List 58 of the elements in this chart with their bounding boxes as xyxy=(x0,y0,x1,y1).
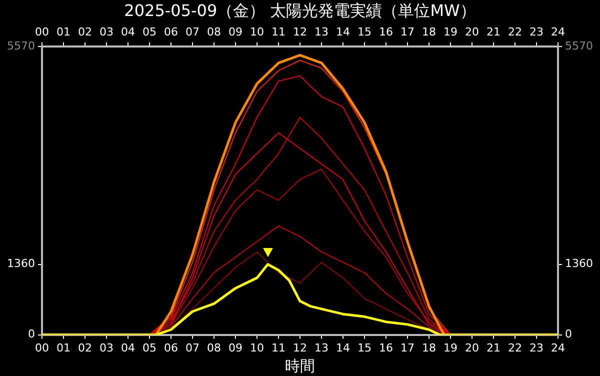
x2-tick-label: 17 xyxy=(400,26,414,39)
x-tick-label: 05 xyxy=(142,341,156,354)
x-tick-label: 01 xyxy=(56,341,70,354)
x2-tick-label: 14 xyxy=(336,26,350,39)
x2-tick-label: 07 xyxy=(186,26,200,39)
x2-tick-label: 22 xyxy=(508,26,522,39)
x2-tick-label: 11 xyxy=(272,26,286,39)
x2-tick-label: 20 xyxy=(465,26,480,39)
x-tick-label: 10 xyxy=(250,341,264,354)
x-tick-label: 08 xyxy=(207,341,221,354)
y-tick-label: 0 xyxy=(28,328,35,341)
x-tick-label: 02 xyxy=(78,341,92,354)
x-tick-label: 00 xyxy=(34,341,49,354)
x-tick-label: 07 xyxy=(186,341,200,354)
x2-tick-label: 02 xyxy=(78,26,92,39)
x2-tick-label: 13 xyxy=(314,26,328,39)
x-tick-label: 15 xyxy=(358,341,372,354)
x-tick-label: 17 xyxy=(400,341,414,354)
x2-tick-label: 03 xyxy=(99,26,114,39)
x2-tick-label: 05 xyxy=(142,26,156,39)
x-tick-label: 04 xyxy=(120,341,135,354)
x2-tick-label: 00 xyxy=(34,26,49,39)
y-tick-label: 5570 xyxy=(6,39,35,52)
x2-tick-label: 04 xyxy=(120,26,135,39)
x2-tick-label: 18 xyxy=(422,26,436,39)
x2-tick-label: 09 xyxy=(228,26,242,39)
x2-tick-label: 19 xyxy=(444,26,458,39)
x2-tick-label: 21 xyxy=(486,26,501,39)
x2-tick-label: 01 xyxy=(56,26,70,39)
x2-tick-label: 10 xyxy=(250,26,264,39)
x2-tick-label: 12 xyxy=(293,26,307,39)
x-tick-label: 24 xyxy=(551,341,566,354)
x-tick-label: 18 xyxy=(422,341,436,354)
x2-tick-label: 24 xyxy=(551,26,566,39)
x-tick-label: 06 xyxy=(164,341,178,354)
x-tick-label: 16 xyxy=(379,341,393,354)
x-tick-label: 21 xyxy=(486,341,501,354)
x2-tick-label: 06 xyxy=(164,26,178,39)
x2-tick-label: 08 xyxy=(207,26,221,39)
x-tick-label: 03 xyxy=(99,341,114,354)
x-tick-label: 13 xyxy=(314,341,328,354)
x-tick-label: 11 xyxy=(272,341,286,354)
x-tick-label: 09 xyxy=(228,341,242,354)
x2-tick-label: 15 xyxy=(358,26,372,39)
x2-tick-label: 16 xyxy=(379,26,393,39)
y2-tick-label: 1360 xyxy=(565,257,594,270)
y-tick-label: 1360 xyxy=(6,257,35,270)
x-tick-label: 20 xyxy=(465,341,480,354)
x-tick-label: 23 xyxy=(530,341,544,354)
y2-tick-label: 0 xyxy=(565,328,572,341)
x-tick-label: 22 xyxy=(508,341,522,354)
x-tick-label: 14 xyxy=(336,341,350,354)
x2-tick-label: 23 xyxy=(530,26,544,39)
x-tick-label: 12 xyxy=(293,341,307,354)
chart-title: 2025-05-09（金） 太陽光発電実績（単位MW） xyxy=(124,0,476,20)
y2-tick-label: 5570 xyxy=(565,39,594,52)
x-tick-label: 19 xyxy=(444,341,458,354)
x-axis-title: 時間 xyxy=(285,356,315,375)
